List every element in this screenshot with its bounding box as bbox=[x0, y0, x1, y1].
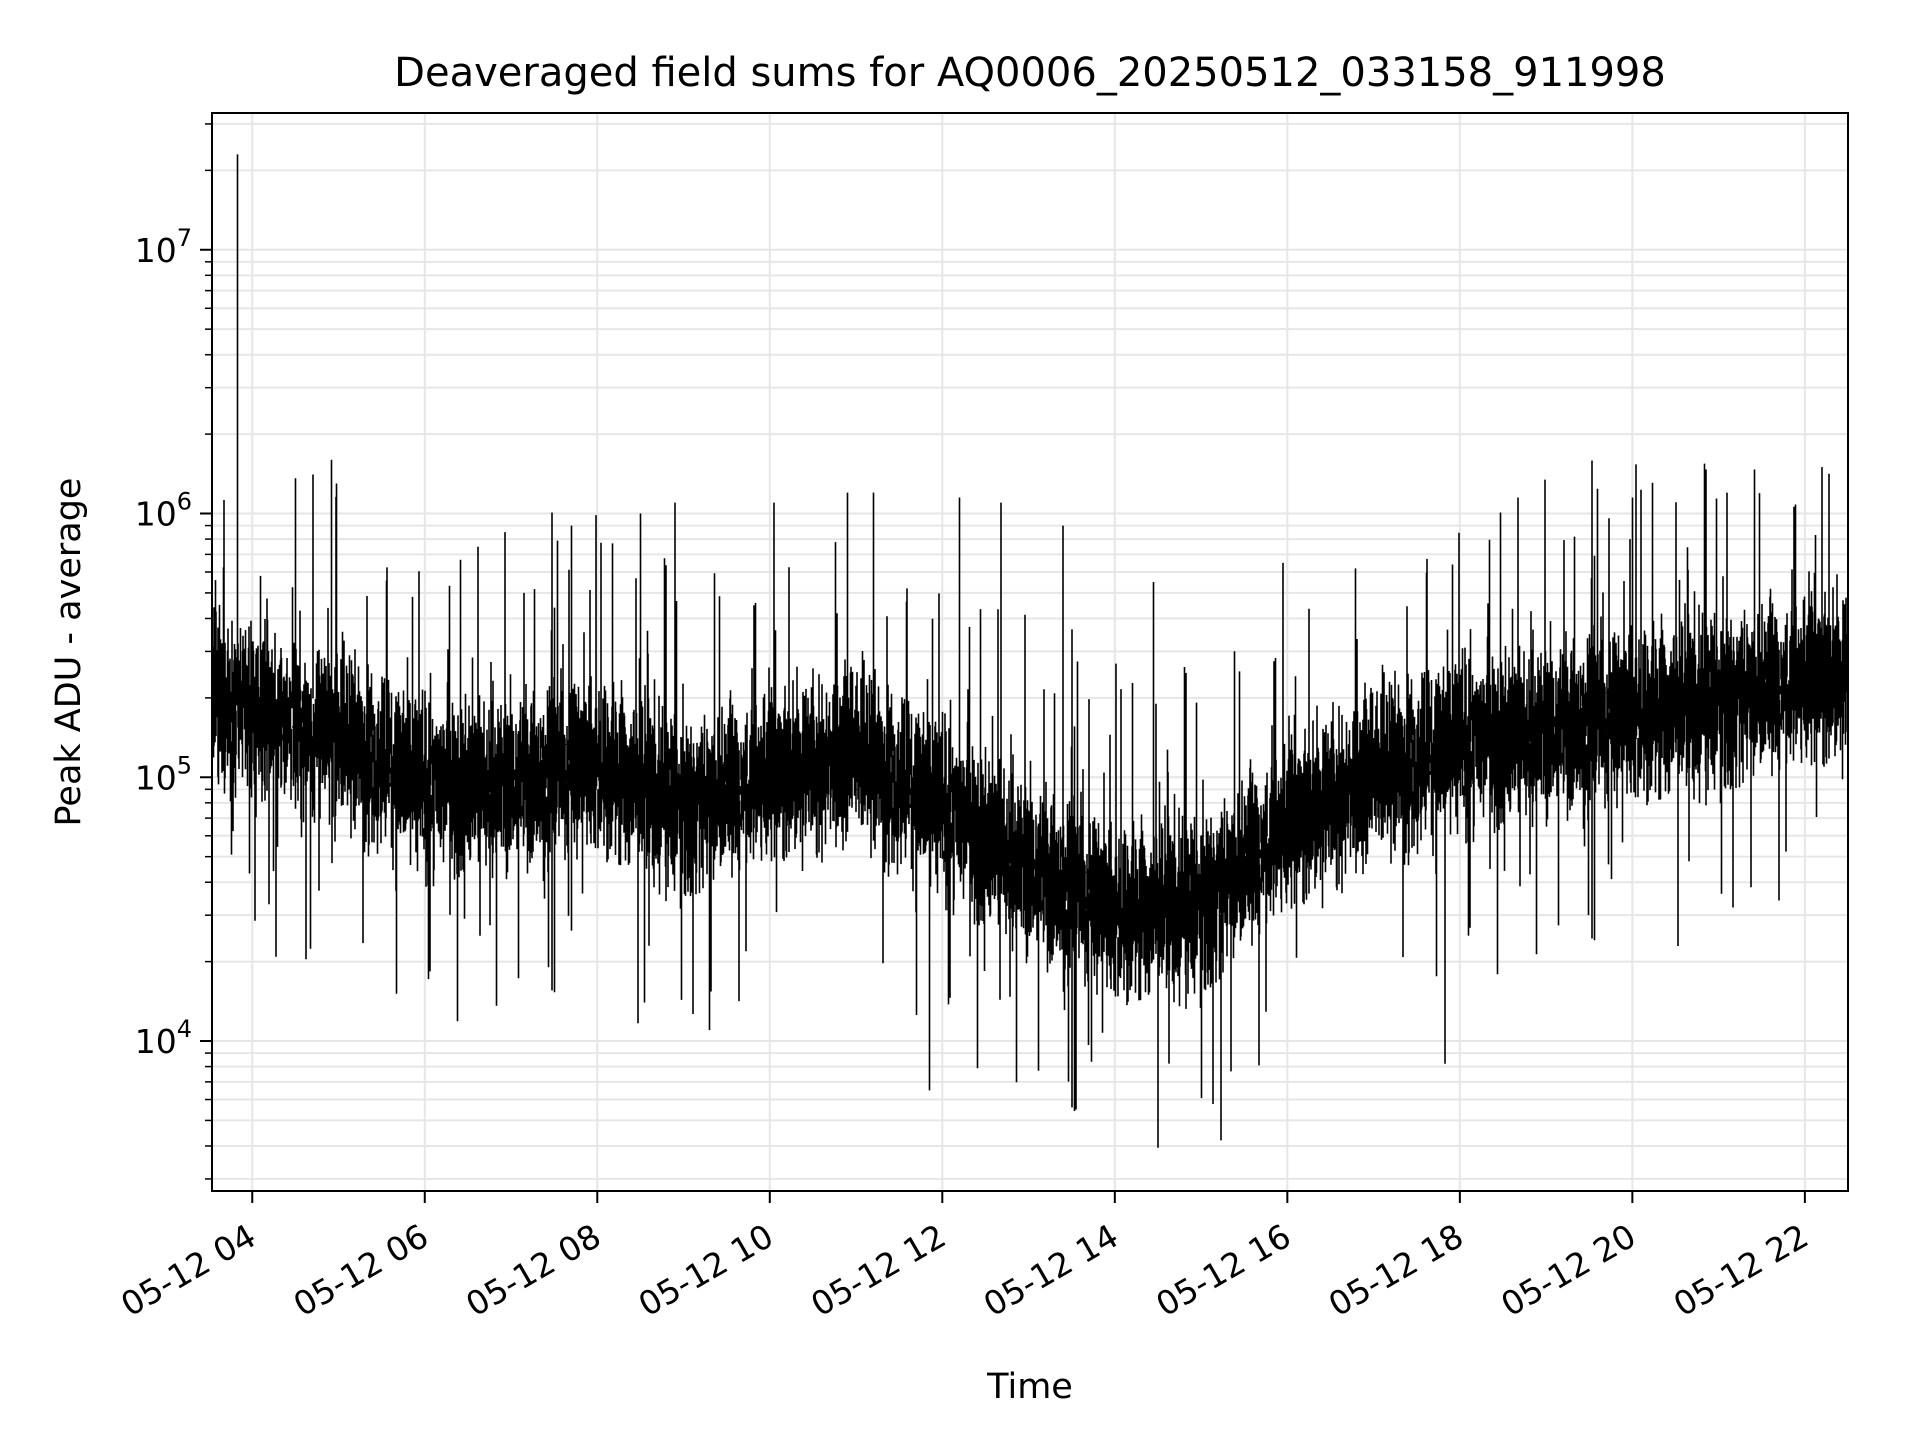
x-axis-label: Time bbox=[986, 1367, 1073, 1407]
y-tick-exponent: 6 bbox=[177, 488, 192, 516]
y-axis-label: Peak ADU - average bbox=[49, 478, 89, 827]
y-tick-exponent: 5 bbox=[177, 751, 192, 779]
chart-title: Deaveraged field sums for AQ0006_2025051… bbox=[394, 50, 1666, 96]
y-tick-exponent: 4 bbox=[177, 1015, 192, 1043]
axis-ticks bbox=[200, 123, 1806, 1203]
y-tick-exponent: 7 bbox=[177, 224, 192, 252]
